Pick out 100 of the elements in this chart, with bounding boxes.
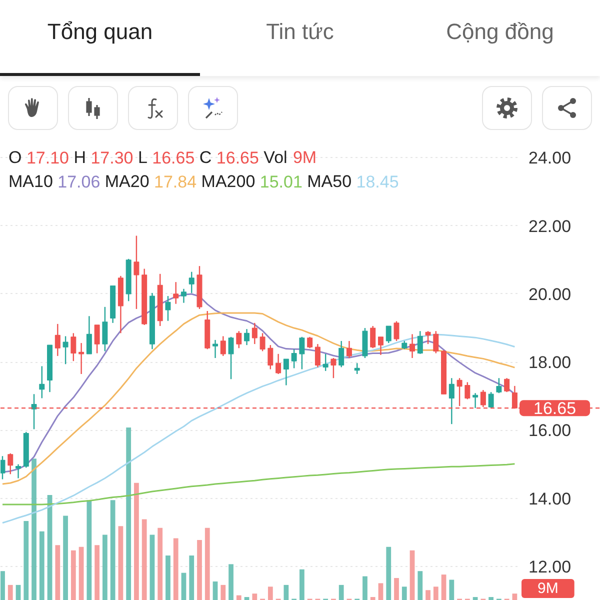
bar [32,458,36,600]
candlestick [8,452,14,475]
candlestick [330,357,336,379]
bar [488,597,494,600]
bar [433,586,438,600]
candlestick [354,362,360,375]
bar [166,556,170,600]
candlestick [504,378,510,393]
bar [24,520,29,600]
candlestick [346,340,352,359]
bar [386,546,392,600]
candlestick [425,330,431,345]
bar [150,534,155,600]
y-tick-label: 20.00 [528,284,572,304]
candlestick [338,340,344,368]
bar [118,526,124,600]
text: 9M [538,580,558,597]
candlestick [496,378,502,394]
candlestick [165,295,171,322]
text: Tổng quan [47,19,153,44]
bar [338,584,344,600]
bar [244,597,250,600]
bar [70,550,76,600]
bar [426,590,430,600]
bar [197,540,202,600]
y-tick-label: 16.00 [528,421,572,440]
bar [0,571,5,600]
bar [134,482,139,600]
candlestick [322,353,328,372]
candlestick [299,336,305,370]
candlestick [0,455,6,480]
bar [236,595,242,600]
candlestick [252,322,258,345]
candlestick [94,324,100,354]
bar [252,594,258,600]
text: Cộng đồng [446,19,554,44]
bar [441,574,446,600]
bar [39,531,44,600]
candlestick [39,366,45,399]
bar [173,538,178,600]
bar [126,428,132,600]
candlestick [314,343,320,368]
bar [158,528,163,600]
candlestick [283,358,289,386]
bar [94,545,100,600]
text: Tin tức [266,19,334,44]
line-series [2,312,516,485]
candlestick [86,316,92,355]
bar [78,546,84,600]
candlestick [62,336,68,365]
bar [189,556,194,600]
candlestick [228,336,234,380]
candlestick [291,348,297,369]
candlestick [394,320,400,342]
bar [212,581,218,600]
bar [220,584,226,600]
candlestick [433,330,439,354]
bar [102,534,108,600]
candlestick [16,464,22,479]
candlestick [386,325,392,344]
bar [142,519,147,600]
candlestick [417,330,423,355]
candlestick [464,382,470,400]
candlestick [134,235,140,310]
bar [299,569,304,600]
bar [8,584,13,600]
bar [268,586,273,600]
candlestick [212,339,218,359]
candlestick [244,328,250,346]
candlestick [268,344,274,370]
bar [394,578,399,600]
candlestick [260,332,266,352]
candlestick [180,288,186,304]
candlestick [70,332,76,362]
bar [86,500,92,600]
candlestick [448,378,454,425]
candlestick [307,336,313,349]
bar [449,580,454,600]
candlestick [54,323,60,357]
annotation: MA10 17.06 MA20 17.84 MA200 15.01 MA50 18.45 [8,172,399,192]
candlestick [378,336,384,356]
bar [284,584,289,600]
y-tick-label: 18.00 [528,353,572,372]
bar [410,550,415,600]
bar [418,571,423,600]
candlestick [102,306,108,352]
y-tick-label: 24.00 [528,148,572,168]
bar [378,583,384,600]
bar [362,576,368,600]
candlestick [488,391,494,409]
candlestick [31,394,37,430]
bar [55,545,60,600]
line-series [2,463,516,506]
candlestick [78,342,84,375]
candlestick [410,334,416,359]
candlestick [236,330,242,349]
candlestick [220,336,226,357]
text: O 17.10 H 17.30 L 16.65 C 16.65 Vol 9M [8,148,317,168]
bar [204,528,210,600]
ref-line-label: 16.65 [534,399,576,418]
